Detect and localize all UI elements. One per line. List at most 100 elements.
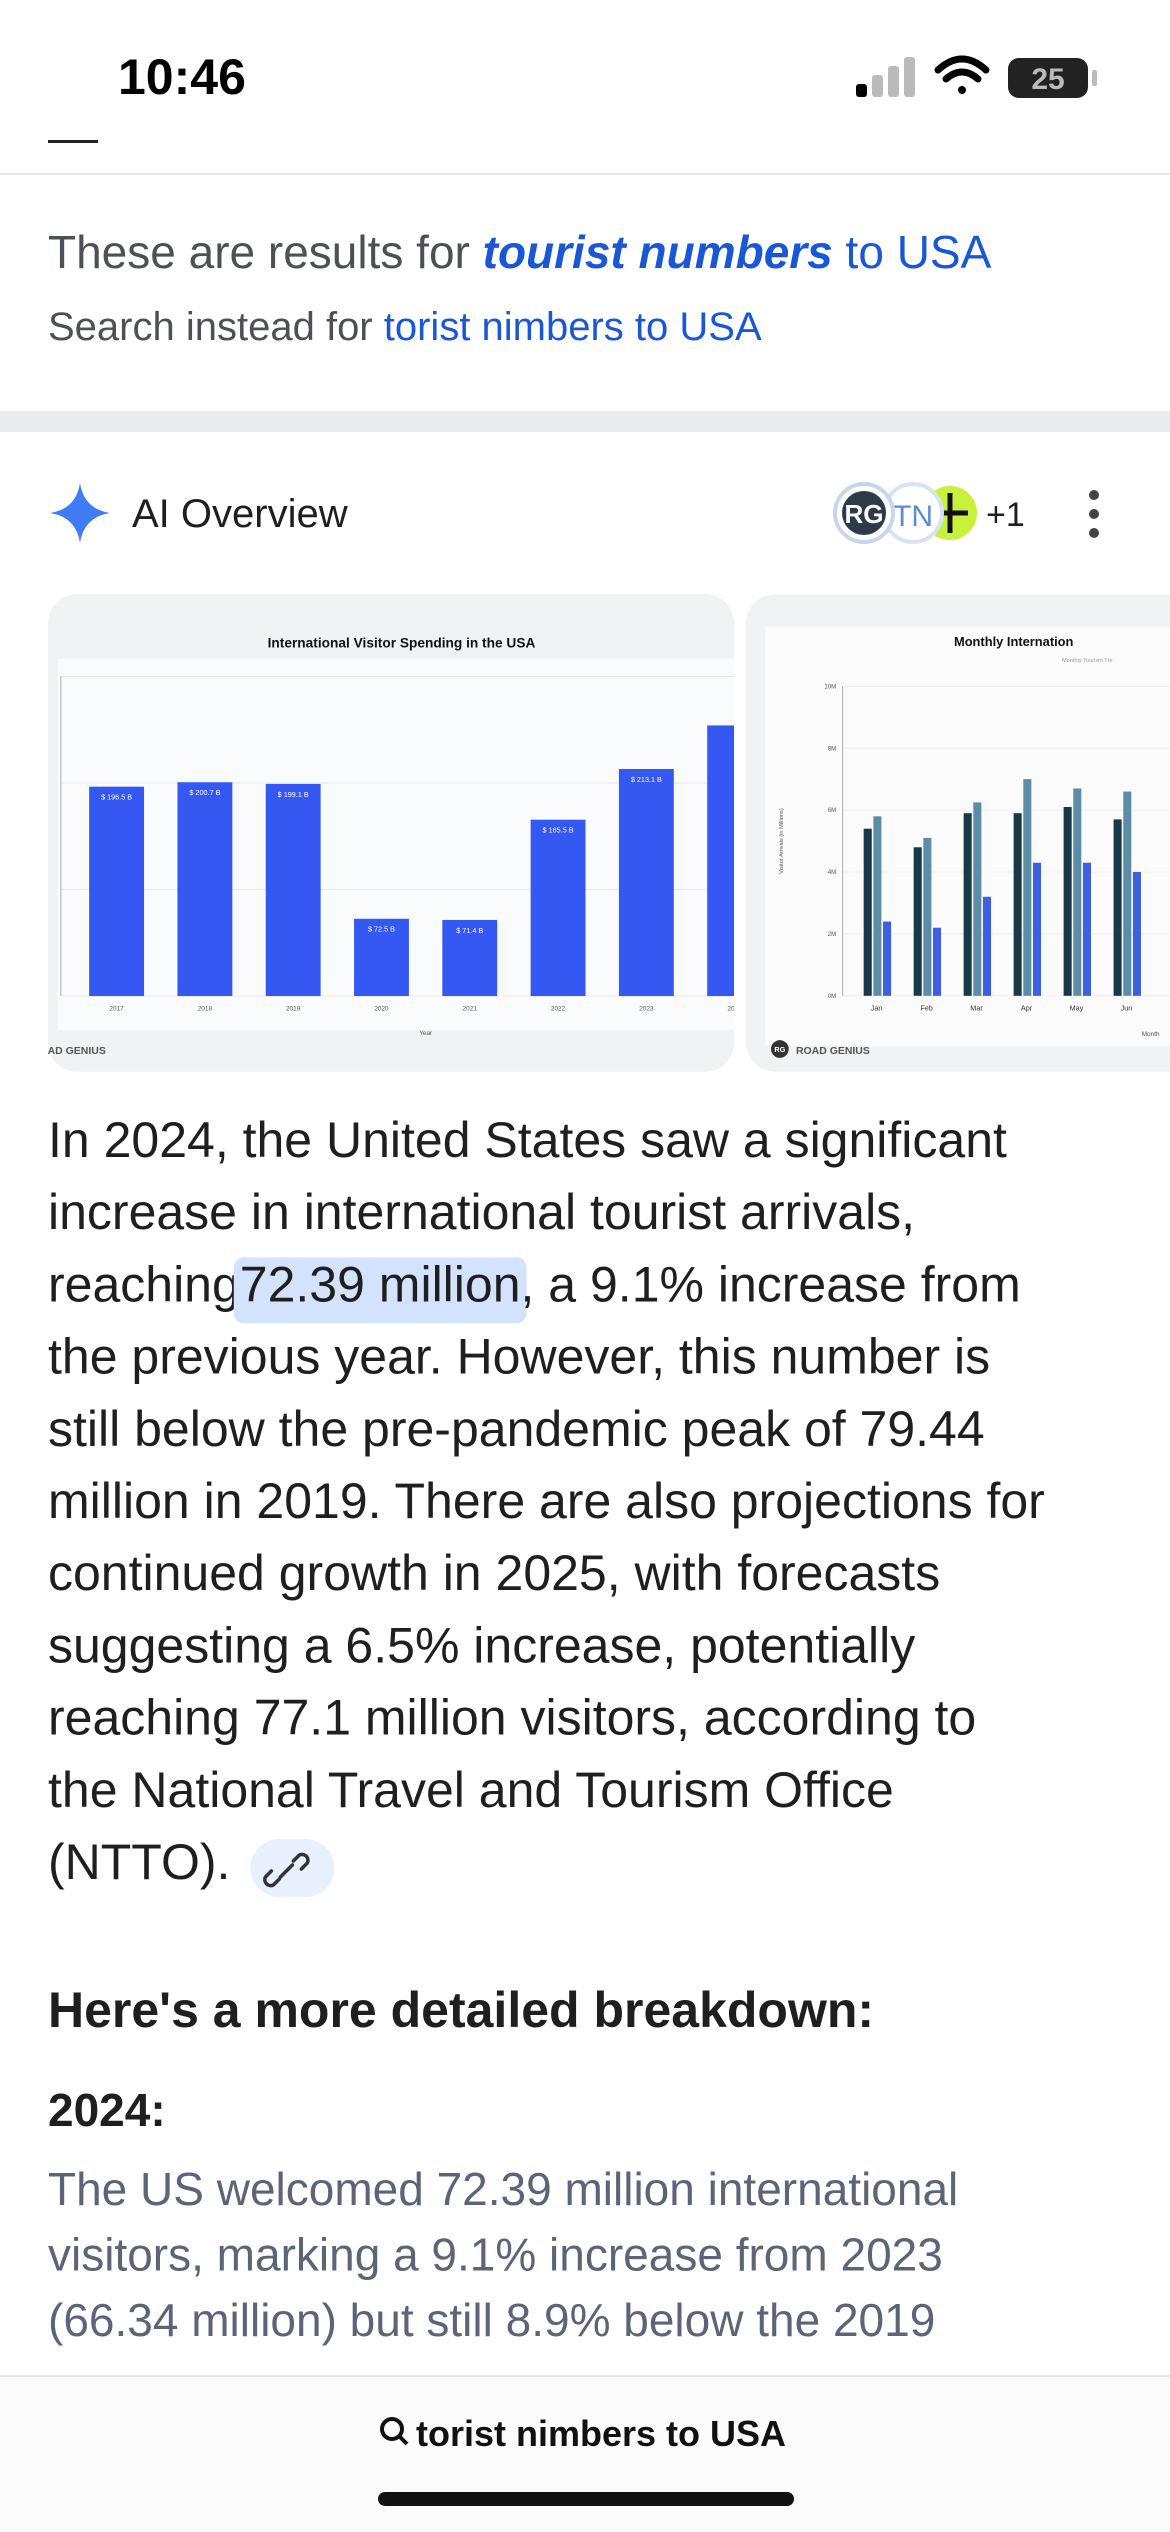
x-tick-label: May	[1070, 1003, 1084, 1012]
x-tick-label: 2019	[286, 1006, 301, 1013]
battery-level: 25	[1031, 63, 1064, 96]
bar	[1032, 862, 1042, 996]
prefix: Search instead for	[48, 305, 384, 349]
summary-text: the previous year. However, this number …	[48, 1329, 990, 1385]
source-logo: RG	[774, 1045, 785, 1054]
summary-text: reaching	[48, 1256, 240, 1312]
y-tick-label: 4M	[828, 869, 837, 876]
chart-subtitle: Monthly Tourism Tre	[1062, 658, 1113, 664]
bar	[618, 769, 674, 997]
more-sources[interactable]: +1	[986, 496, 1025, 534]
search-instead: Search instead for torist nimbers to USA	[48, 305, 762, 349]
summary-text: In 2024, the United States saw a signifi…	[48, 1112, 1007, 1168]
search-icon	[380, 2417, 409, 2446]
bar	[913, 847, 922, 996]
source: ROAD GENIUS	[32, 1046, 106, 1057]
link-chip[interactable]	[250, 1839, 335, 1897]
bar	[973, 802, 982, 996]
summary-text: the National Travel and Tourism Office	[48, 1762, 894, 1818]
dash	[48, 140, 98, 143]
value-label: $ 196.5 B	[101, 793, 132, 802]
bar	[1113, 819, 1122, 996]
value-label: $ 71.4 B	[456, 926, 483, 935]
bar	[883, 921, 892, 996]
summary: In 2024, the United States saw a signifi…	[48, 1112, 1045, 1897]
summary-text: suggesting a 6.5% increase, potentially	[48, 1617, 915, 1673]
x-tick-label: 2020	[374, 1006, 389, 1013]
x-tick-label: Feb	[920, 1003, 933, 1012]
bar	[1123, 791, 1132, 996]
y-tick-label: 0M	[828, 993, 837, 1000]
summary-text: still below the pre-pandemic peak of 79.…	[48, 1401, 985, 1457]
prefix: These are results for	[48, 226, 483, 278]
x-tick-label: 2022	[551, 1006, 566, 1013]
bar	[963, 813, 972, 996]
breakdown-text: (66.34 million) but still 8.9% below the…	[48, 2294, 935, 2346]
spelling-notice: These are results for tourist numbers to…	[48, 226, 992, 278]
x-tick-label: 2017	[109, 1006, 124, 1013]
y-tick-label: 2M	[828, 931, 837, 938]
suffix[interactable]: to USA	[833, 226, 992, 278]
clock: 10:46	[118, 49, 246, 105]
bar	[1073, 788, 1082, 996]
bar	[982, 896, 992, 996]
y-axis-label: Visitor Arrivals (in Millions)	[779, 808, 785, 874]
source-avatars[interactable]: TN RG	[833, 482, 981, 544]
chart-thumbnail[interactable]: International Visitor Spending in the US…	[32, 594, 762, 1072]
x-axis-label: Month	[1142, 1031, 1160, 1038]
link-icon	[263, 1852, 310, 1888]
summary-text: increase in international tourist arriva…	[48, 1184, 915, 1240]
summary-text: reaching 77.1 million visitors, accordin…	[48, 1690, 976, 1746]
breakdown-text: The US welcomed 72.39 million internatio…	[48, 2163, 958, 2215]
chart-title: Monthly Internation	[954, 634, 1074, 649]
battery: 25	[1008, 58, 1097, 98]
breakdown-year: 2024:	[48, 2084, 166, 2136]
y-tick-label: 6M	[828, 807, 837, 814]
y-tick-label: 8M	[828, 745, 837, 752]
bar	[265, 783, 321, 997]
breakdown-heading: Here's a more detailed breakdown:	[48, 1982, 874, 2038]
x-tick-label: 2018	[198, 1006, 213, 1013]
x-tick-label: Jan	[871, 1003, 883, 1012]
summary-text: million in 2019. There are also projecti…	[48, 1473, 1045, 1529]
bar	[1023, 779, 1032, 996]
bar	[1063, 807, 1072, 996]
summary-text: continued growth in 2025, with forecasts	[48, 1545, 940, 1601]
bar	[1082, 862, 1092, 996]
chart-thumbnail[interactable]: Monthly Internation Monthly Tourism Tre …	[746, 594, 1170, 1072]
highlight	[233, 1257, 527, 1324]
bar	[863, 828, 872, 996]
x-tick-label: Mar	[970, 1003, 983, 1012]
source: ROAD GENIUS	[796, 1046, 870, 1057]
original-query[interactable]: torist nimbers to USA	[384, 305, 762, 349]
x-tick-label: 2023	[639, 1006, 654, 1013]
summary-text: (NTTO).	[48, 1834, 230, 1890]
value-label: $ 72.5 B	[368, 925, 395, 934]
bar	[933, 927, 942, 996]
x-tick-label: 2021	[463, 1006, 478, 1013]
section-gap	[0, 411, 1170, 432]
wifi	[934, 55, 990, 94]
divider	[0, 173, 1170, 175]
signal	[856, 57, 915, 97]
avatar: RG	[845, 499, 884, 529]
bar	[354, 918, 409, 997]
breakdown-text: visitors, marking a 9.1% increase from 2…	[48, 2229, 943, 2281]
search-query[interactable]: torist nimbers to USA	[416, 2413, 786, 2454]
summary-text: , a 9.1% increase from	[521, 1256, 1021, 1312]
bar	[923, 837, 932, 996]
x-axis-label: Year	[419, 1030, 433, 1037]
menu[interactable]	[1089, 490, 1099, 538]
chart-title: International Visitor Spending in the US…	[268, 635, 536, 650]
ai-overview-label: AI Overview	[132, 492, 348, 536]
bar	[442, 919, 498, 997]
bar	[1013, 813, 1022, 996]
x-tick-label: Apr	[1021, 1003, 1033, 1012]
corrected-query[interactable]: tourist numbers	[483, 226, 833, 278]
x-tick-label: Jun	[1121, 1003, 1133, 1012]
bar	[530, 819, 586, 997]
x-tick-label: 2024	[727, 1006, 742, 1013]
value-label: $ 213.1 B	[631, 775, 662, 784]
highlight-text: 72.39 million	[240, 1256, 521, 1312]
value-label: $ 165.5 B	[543, 826, 574, 835]
